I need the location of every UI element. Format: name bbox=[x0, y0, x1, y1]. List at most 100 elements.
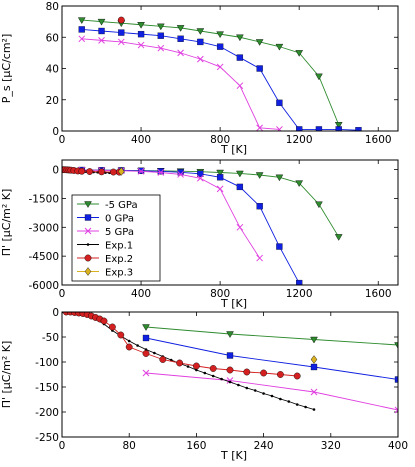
data-point bbox=[236, 34, 244, 42]
y-tick-label: -200 bbox=[35, 407, 59, 419]
data-point bbox=[236, 183, 244, 191]
data-point bbox=[270, 394, 274, 398]
legend-marker bbox=[84, 227, 92, 235]
y-tick-label: 40 bbox=[46, 64, 59, 76]
series-group bbox=[62, 166, 343, 285]
data-point bbox=[117, 16, 125, 24]
data-point bbox=[142, 324, 150, 331]
data-point bbox=[117, 331, 125, 339]
data-point bbox=[296, 126, 303, 131]
data-point bbox=[142, 334, 150, 342]
data-point bbox=[236, 223, 244, 231]
y-tick-label: 80 bbox=[46, 1, 59, 13]
data-point bbox=[159, 356, 167, 363]
data-point bbox=[192, 362, 200, 370]
legend-label: 5 GPa bbox=[105, 227, 134, 238]
data-point bbox=[109, 323, 116, 331]
data-point bbox=[109, 168, 117, 176]
data-point bbox=[100, 317, 108, 325]
data-point bbox=[310, 388, 318, 396]
plot-frame bbox=[61, 159, 399, 286]
legend-label: Exp.1 bbox=[105, 241, 133, 252]
y-tick-label: 20 bbox=[46, 95, 59, 107]
data-point bbox=[236, 54, 244, 61]
x-tick-label: 0 bbox=[59, 288, 66, 300]
data-point bbox=[304, 405, 307, 409]
x-tick-label: 800 bbox=[210, 288, 230, 300]
x-tick-label: 0 bbox=[59, 134, 66, 146]
panel-2: 0 400 800 1200 1600 0 -1500 -3000 -4500 -6000 Π' [… bbox=[0, 159, 399, 300]
x-tick-label: 400 bbox=[388, 440, 408, 452]
data-point bbox=[177, 169, 184, 176]
data-point bbox=[153, 351, 156, 355]
y-tick-label: 0 bbox=[52, 126, 59, 138]
data-point bbox=[394, 342, 398, 349]
data-point bbox=[310, 336, 318, 344]
data-point bbox=[176, 25, 185, 32]
data-point bbox=[226, 352, 234, 359]
legend-marker bbox=[84, 214, 92, 221]
legend-marker bbox=[84, 267, 92, 276]
legend-marker bbox=[86, 243, 90, 246]
data-point bbox=[255, 39, 264, 46]
data-point bbox=[296, 279, 303, 285]
data-point bbox=[98, 27, 105, 35]
data-point bbox=[256, 124, 264, 131]
x-axis-label: T [K] bbox=[220, 449, 247, 462]
data-point bbox=[287, 400, 291, 403]
x-tick-label: 1600 bbox=[365, 288, 392, 300]
data-point bbox=[157, 44, 165, 52]
data-point bbox=[98, 37, 105, 44]
data-point bbox=[220, 377, 223, 381]
series-line bbox=[145, 372, 398, 411]
data-point bbox=[256, 254, 264, 262]
legend-label: Exp.3 bbox=[105, 268, 133, 279]
data-point bbox=[245, 386, 249, 390]
data-point bbox=[237, 383, 240, 387]
data-point bbox=[216, 43, 224, 50]
plot-frame bbox=[61, 5, 399, 132]
data-point bbox=[312, 408, 316, 411]
data-point bbox=[276, 243, 283, 250]
y-tick-label: -3000 bbox=[28, 222, 59, 234]
x-tick-label: 400 bbox=[131, 288, 151, 300]
data-point bbox=[197, 38, 204, 46]
data-point bbox=[127, 339, 131, 343]
y-tick-label: -150 bbox=[35, 382, 59, 394]
data-point bbox=[226, 366, 234, 374]
data-point bbox=[86, 168, 94, 175]
data-point bbox=[203, 371, 207, 375]
legend-marker bbox=[84, 254, 92, 262]
data-point bbox=[98, 168, 105, 176]
legend-label: -5 GPa bbox=[105, 200, 138, 211]
x-axis-label: T [K] bbox=[220, 143, 247, 156]
data-point bbox=[177, 171, 184, 178]
legend: -5 GPa 0 GPa 5 GPa Exp.1 Exp.2 Exp.3 bbox=[71, 194, 161, 282]
panel-3: 0 80 160 240 320 400 0 -50 -100 -150 -200 -250 T [K]… bbox=[0, 307, 408, 462]
legend-label: Exp.2 bbox=[105, 254, 133, 265]
data-point bbox=[243, 368, 251, 376]
y-tick-label: 0 bbox=[52, 165, 59, 177]
data-point bbox=[236, 82, 244, 90]
data-point bbox=[137, 167, 145, 175]
data-point bbox=[216, 63, 224, 71]
y-tick-label: -1500 bbox=[28, 193, 59, 205]
data-point bbox=[137, 30, 145, 38]
x-tick-label: 240 bbox=[254, 440, 274, 452]
data-point bbox=[275, 174, 284, 182]
legend-label: 0 GPa bbox=[105, 214, 134, 225]
series-group bbox=[77, 16, 362, 131]
data-point bbox=[256, 65, 263, 72]
series-line bbox=[145, 326, 398, 346]
data-point bbox=[142, 369, 150, 377]
series-line bbox=[145, 337, 398, 380]
data-point bbox=[157, 168, 164, 175]
x-tick-label: 160 bbox=[186, 440, 206, 452]
x-tick-label: 80 bbox=[123, 440, 136, 452]
data-point bbox=[295, 50, 304, 57]
x-tick-label: 1600 bbox=[365, 134, 392, 146]
y-tick-label: -250 bbox=[35, 432, 59, 444]
y-axis-label: P_s [μC/cm²] bbox=[0, 34, 13, 104]
data-point bbox=[78, 35, 86, 43]
y-tick-label: 60 bbox=[46, 32, 59, 44]
